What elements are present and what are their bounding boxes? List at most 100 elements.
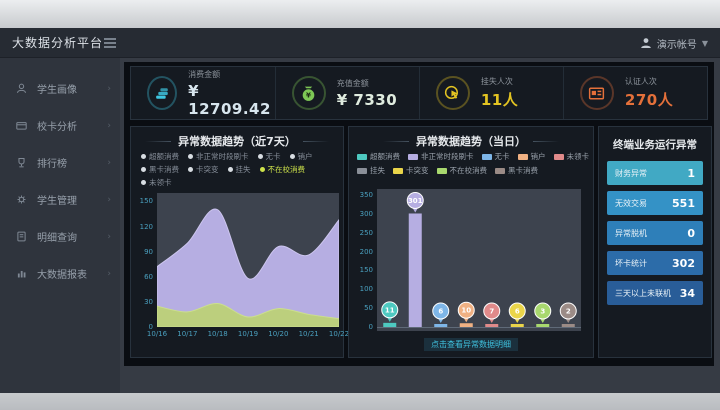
legend-label: 卡突变 <box>196 165 219 174</box>
bar-不在校消费[interactable] <box>536 324 550 327</box>
stat-label: 财务异常 <box>615 168 647 178</box>
trend-7day-title-row: 异常数据趋势（近7天） <box>131 133 343 149</box>
sidebar-toggle-icon[interactable] <box>104 38 116 48</box>
area-chart-svg <box>157 208 339 327</box>
kpi-strip: 消费金额 ¥ 12709.42 ¥ 充值金额 ¥ 7330 挂失人次 11人 认证人次 270人 <box>130 66 708 120</box>
terminal-panel-title: 终端业务运行异常 <box>613 139 697 151</box>
sidebar-item-校卡分析[interactable]: 校卡分析 › <box>0 107 120 144</box>
x-axis-label: 10/20 <box>268 330 289 338</box>
legend-dot <box>141 180 146 185</box>
sidebar-item-学生管理[interactable]: 学生管理 › <box>0 181 120 218</box>
legend-row: 黑卡消费 卡突变 挂失 不在校消费 <box>141 164 341 175</box>
trend-today-legend: 超额消费 非正常时段刷卡 无卡 销户 未领卡挂失 卡突变 不在校消费 黑卡消费 <box>357 151 589 179</box>
legend-label: 未领卡 <box>566 152 590 161</box>
letterbox-bottom <box>0 393 720 410</box>
stat-row-异常脱机[interactable]: 异常脱机 0 <box>607 221 703 245</box>
sidebar-item-label: 大数据报表 <box>37 270 87 281</box>
legend-item-不在校消费[interactable]: 不在校消费 <box>436 165 487 176</box>
balloon-value: 3 <box>540 308 545 316</box>
legend-item-非正常时段刷卡[interactable]: 非正常时段刷卡 <box>188 151 249 162</box>
bar-未领卡[interactable] <box>485 324 499 327</box>
bar-超额消费[interactable] <box>383 322 397 327</box>
legend-item-非正常时段刷卡[interactable]: 非正常时段刷卡 <box>408 151 474 162</box>
title-line <box>145 140 172 142</box>
user-menu[interactable]: 演示帐号 ▼ <box>640 28 708 58</box>
legend-item-无卡[interactable]: 无卡 <box>481 151 510 162</box>
dashboard-app: 大数据分析平台 演示帐号 ▼ 学生画像 › 校卡分析 › 排行榜 › 学生管理 › 明细查询 › 大… <box>0 28 720 393</box>
x-axis-label: 10/18 <box>207 330 228 338</box>
legend-item-未领卡[interactable]: 未领卡 <box>553 151 590 162</box>
stat-label: 异常脱机 <box>615 228 647 238</box>
legend-label: 无卡 <box>494 152 510 161</box>
bar-chart-plot: 11 301 6 10 7 6 3 2 <box>377 189 581 331</box>
legend-item-超额消费[interactable]: 超额消费 <box>141 151 179 162</box>
legend-label: 无卡 <box>265 152 281 161</box>
detail-link[interactable]: 点击查看异常数据明细 <box>424 338 518 351</box>
sidebar-item-学生画像[interactable]: 学生画像 › <box>0 70 120 107</box>
legend-item-黑卡消费[interactable]: 黑卡消费 <box>141 164 179 175</box>
dashboard-frame: 消费金额 ¥ 12709.42 ¥ 充值金额 ¥ 7330 挂失人次 11人 认证人次 270人… <box>124 62 714 366</box>
sidebar-item-大数据报表[interactable]: 大数据报表 › <box>0 255 120 292</box>
legend-dot <box>227 167 233 172</box>
user-name: 演示帐号 <box>656 39 697 51</box>
kpi-label: 消费金额 <box>188 69 221 79</box>
stat-row-财务异常[interactable]: 财务异常 1 <box>607 161 703 185</box>
chevron-right-icon: › <box>107 120 111 131</box>
bar-黑卡消费[interactable] <box>561 324 575 327</box>
y-axis-tick: 300 <box>359 209 373 218</box>
sidebar-item-排行榜[interactable]: 排行榜 › <box>0 144 120 181</box>
card-icon <box>16 122 27 130</box>
trend-7day-panel: 异常数据趋势（近7天） 超额消费 非正常时段刷卡 无卡 销户黑卡消费 卡突变 挂失 不在校消… <box>130 126 349 358</box>
x-axis-label: 10/17 <box>177 330 198 338</box>
stat-row-坏卡统计[interactable]: 坏卡统计 302 <box>607 251 703 275</box>
sidebar-item-label: 校卡分析 <box>37 122 77 133</box>
y-axis-tick: 0 <box>368 323 373 331</box>
balloon-value: 7 <box>489 308 494 316</box>
balloon-marker <box>406 191 424 209</box>
bar-销户[interactable] <box>459 323 473 327</box>
legend-item-超额消费[interactable]: 超额消费 <box>357 151 400 162</box>
hand-icon <box>445 85 459 99</box>
stat-row-无效交易[interactable]: 无效交易 551 <box>607 191 703 215</box>
kpi-label: 充值金额 <box>336 78 369 88</box>
trend-today-panel: 异常数据趋势（当日） 超额消费 非正常时段刷卡 无卡 销户 未领卡 挂失 卡突变 不在校消费 黑… <box>348 126 594 358</box>
sidebar-item-明细查询[interactable]: 明细查询 › <box>0 218 120 255</box>
sidebar-item-label: 学生管理 <box>37 196 77 207</box>
stat-value: 34 <box>679 286 695 300</box>
kpi-label: 挂失人次 <box>480 77 513 86</box>
chevron-right-icon: › <box>107 83 111 94</box>
legend-item-无卡[interactable]: 无卡 <box>257 151 281 162</box>
chevron-right-icon: › <box>107 194 111 205</box>
legend-row: 超额消费 非正常时段刷卡 无卡 销户 未领卡 <box>357 151 589 162</box>
stat-row-三天以上未联机[interactable]: 三天以上未联机 34 <box>607 281 703 305</box>
legend-dot <box>141 154 146 159</box>
legend-item-销户[interactable]: 销户 <box>517 151 546 162</box>
legend-item-销户[interactable]: 销户 <box>289 151 313 162</box>
legend-item-卡突变[interactable]: 卡突变 <box>393 165 429 176</box>
bar-卡突变[interactable] <box>510 324 524 327</box>
legend-item-卡突变[interactable]: 卡突变 <box>188 164 219 175</box>
bar-非正常时段刷卡[interactable] <box>408 213 422 327</box>
legend-item-挂失[interactable]: 挂失 <box>357 165 385 176</box>
legend-item-挂失[interactable]: 挂失 <box>227 164 251 175</box>
balloon-marker <box>457 301 475 319</box>
trend-7day-title: 异常数据趋势（近7天） <box>178 135 296 148</box>
y-axis-tick: 100 <box>359 285 373 294</box>
legend-item-未领卡[interactable]: 未领卡 <box>141 177 172 188</box>
kpi-icon-ring <box>579 76 614 110</box>
legend-label: 非正常时段刷卡 <box>421 152 474 161</box>
coins-icon <box>155 87 168 99</box>
legend-row: 未领卡 <box>141 177 341 188</box>
balloon-marker <box>483 302 501 320</box>
title-line <box>302 140 329 142</box>
legend-swatch <box>357 153 367 160</box>
kpi-消费金额: 消费金额 ¥ 12709.42 <box>131 67 275 119</box>
legend-item-黑卡消费[interactable]: 黑卡消费 <box>495 165 538 176</box>
legend-item-不在校消费[interactable]: 不在校消费 <box>259 164 305 175</box>
stat-value: 1 <box>687 166 695 180</box>
bar-chart-svg: 11 301 6 10 7 6 3 2 <box>377 191 581 328</box>
bar-无卡[interactable] <box>434 324 448 327</box>
legend-row: 超额消费 非正常时段刷卡 无卡 销户 <box>141 151 341 162</box>
legend-label: 超额消费 <box>149 152 179 161</box>
